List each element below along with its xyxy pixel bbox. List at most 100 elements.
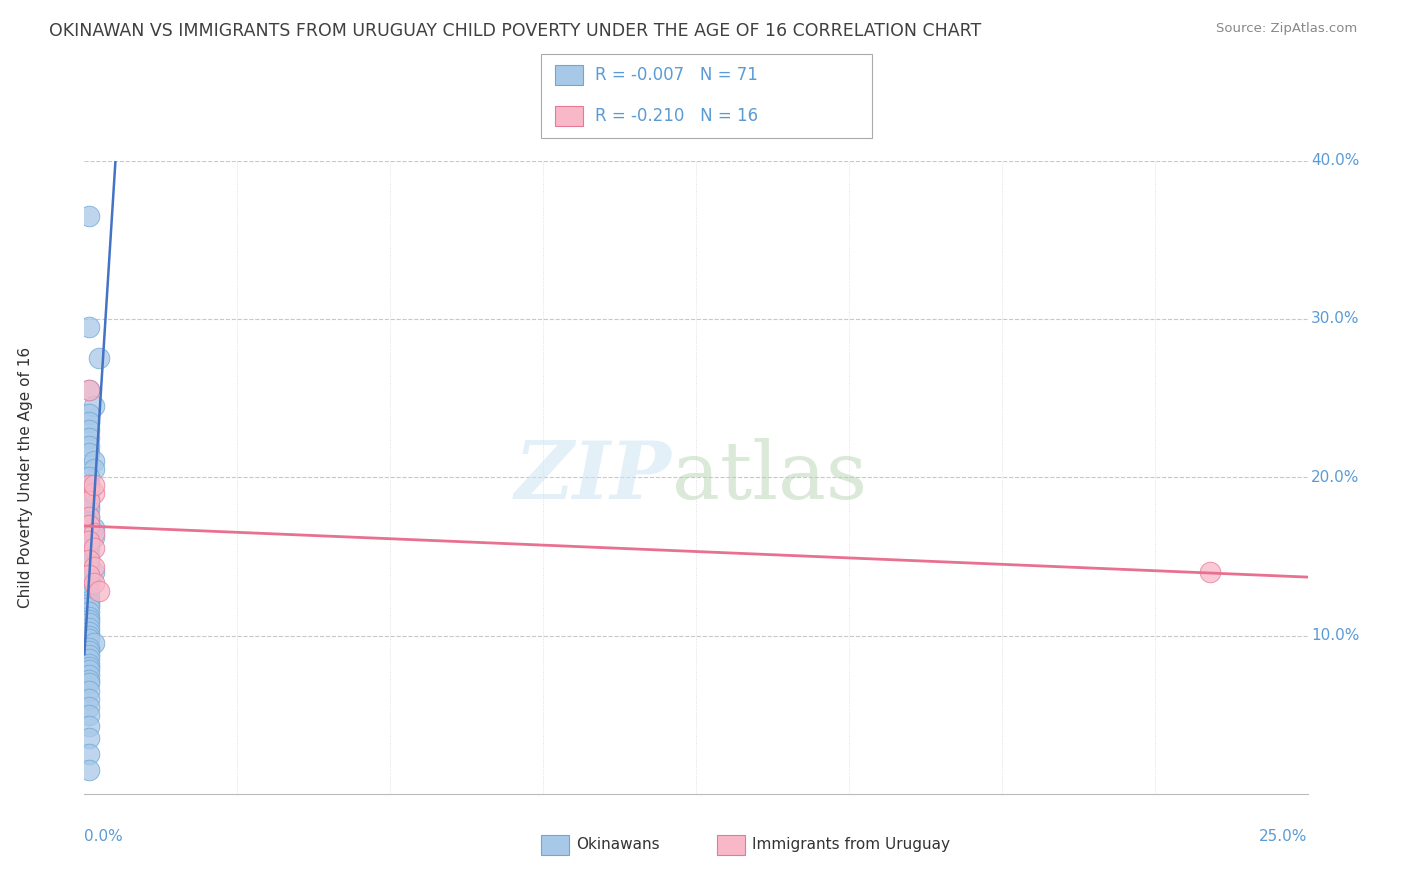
Point bbox=[77, 652, 100, 666]
Point bbox=[77, 515, 100, 529]
Text: ZIP: ZIP bbox=[515, 439, 672, 516]
Point bbox=[77, 589, 100, 603]
Point bbox=[77, 660, 100, 674]
Point bbox=[77, 597, 100, 611]
Point bbox=[77, 621, 100, 635]
Point bbox=[77, 439, 100, 453]
Point bbox=[83, 486, 105, 500]
Point bbox=[77, 719, 100, 733]
Point bbox=[77, 648, 100, 662]
Point bbox=[77, 613, 100, 627]
Point bbox=[77, 573, 100, 587]
Point bbox=[77, 699, 100, 714]
Point bbox=[77, 483, 100, 497]
Point bbox=[77, 549, 100, 564]
Point bbox=[77, 525, 100, 540]
Point bbox=[77, 558, 100, 572]
Point bbox=[77, 628, 100, 642]
Point bbox=[77, 763, 100, 777]
Point bbox=[77, 383, 100, 397]
Point bbox=[77, 502, 100, 516]
Point bbox=[77, 470, 100, 484]
Point bbox=[77, 676, 100, 690]
Point bbox=[83, 636, 105, 650]
Point bbox=[77, 644, 100, 658]
Point bbox=[83, 525, 105, 540]
Point bbox=[77, 478, 100, 492]
Point bbox=[77, 668, 100, 682]
Point bbox=[83, 566, 105, 580]
Text: 30.0%: 30.0% bbox=[1312, 311, 1360, 326]
Point bbox=[77, 552, 100, 566]
Point bbox=[77, 407, 100, 421]
Point bbox=[77, 415, 100, 429]
Point bbox=[77, 538, 100, 552]
Point bbox=[83, 478, 105, 492]
Point bbox=[83, 530, 105, 544]
Point bbox=[77, 615, 100, 630]
Point bbox=[77, 593, 100, 607]
Point bbox=[77, 491, 100, 505]
Point bbox=[77, 541, 100, 556]
Point bbox=[77, 423, 100, 437]
Point bbox=[77, 517, 100, 532]
Point bbox=[83, 541, 105, 556]
Point bbox=[77, 707, 100, 722]
Point bbox=[77, 478, 100, 492]
Point bbox=[77, 625, 100, 640]
Text: Child Poverty Under the Age of 16: Child Poverty Under the Age of 16 bbox=[18, 347, 34, 607]
Point bbox=[77, 494, 100, 508]
Point bbox=[77, 383, 100, 397]
Point bbox=[77, 517, 100, 532]
Point bbox=[77, 632, 100, 646]
Point bbox=[77, 431, 100, 445]
Text: Okinawans: Okinawans bbox=[576, 838, 659, 852]
Point bbox=[77, 319, 100, 334]
Text: 20.0%: 20.0% bbox=[1312, 470, 1360, 484]
Point bbox=[77, 657, 100, 671]
Text: R = -0.210   N = 16: R = -0.210 N = 16 bbox=[595, 107, 758, 125]
Point bbox=[83, 462, 105, 476]
Point bbox=[77, 509, 100, 524]
Point bbox=[83, 521, 105, 535]
Point bbox=[77, 664, 100, 678]
Point bbox=[83, 399, 105, 413]
Point bbox=[77, 509, 100, 524]
Point bbox=[77, 747, 100, 762]
Point bbox=[77, 568, 100, 582]
Point bbox=[77, 533, 100, 548]
Point bbox=[77, 581, 100, 595]
Text: Immigrants from Uruguay: Immigrants from Uruguay bbox=[752, 838, 950, 852]
Point bbox=[87, 584, 110, 599]
Point bbox=[77, 673, 100, 687]
Text: 25.0%: 25.0% bbox=[1260, 829, 1308, 844]
Point bbox=[77, 552, 100, 566]
Point bbox=[77, 533, 100, 548]
Text: Source: ZipAtlas.com: Source: ZipAtlas.com bbox=[1216, 22, 1357, 36]
Point bbox=[77, 494, 100, 508]
Point bbox=[77, 209, 100, 223]
Point bbox=[77, 692, 100, 706]
Point bbox=[83, 454, 105, 468]
Point bbox=[77, 499, 100, 513]
Text: 10.0%: 10.0% bbox=[1312, 628, 1360, 643]
Point bbox=[77, 446, 100, 460]
Point bbox=[77, 731, 100, 746]
Text: OKINAWAN VS IMMIGRANTS FROM URUGUAY CHILD POVERTY UNDER THE AGE OF 16 CORRELATIO: OKINAWAN VS IMMIGRANTS FROM URUGUAY CHIL… bbox=[49, 22, 981, 40]
Text: 40.0%: 40.0% bbox=[1312, 153, 1360, 168]
Point bbox=[83, 576, 105, 591]
Point bbox=[77, 684, 100, 698]
Point bbox=[83, 560, 105, 574]
Point bbox=[77, 584, 100, 599]
Point bbox=[77, 486, 100, 500]
Point bbox=[87, 351, 110, 366]
Text: 0.0%: 0.0% bbox=[84, 829, 124, 844]
Text: R = -0.007   N = 71: R = -0.007 N = 71 bbox=[595, 66, 758, 84]
Point bbox=[1198, 566, 1220, 580]
Point bbox=[77, 600, 100, 615]
Point bbox=[77, 605, 100, 619]
Point bbox=[77, 560, 100, 574]
Point bbox=[77, 641, 100, 656]
Point bbox=[77, 568, 100, 582]
Text: atlas: atlas bbox=[672, 438, 866, 516]
